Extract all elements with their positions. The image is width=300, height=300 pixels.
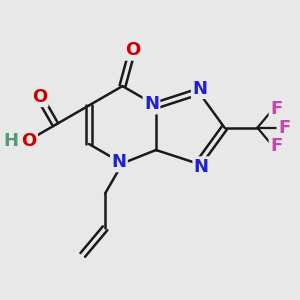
Text: N: N: [144, 95, 159, 113]
Text: O: O: [21, 132, 37, 150]
Text: F: F: [270, 100, 282, 118]
Text: F: F: [270, 137, 282, 155]
Text: H: H: [4, 132, 19, 150]
Text: F: F: [278, 119, 290, 137]
Text: N: N: [111, 153, 126, 171]
Text: O: O: [32, 88, 47, 106]
Text: N: N: [194, 158, 209, 176]
Text: O: O: [125, 41, 140, 59]
Text: N: N: [192, 80, 207, 98]
